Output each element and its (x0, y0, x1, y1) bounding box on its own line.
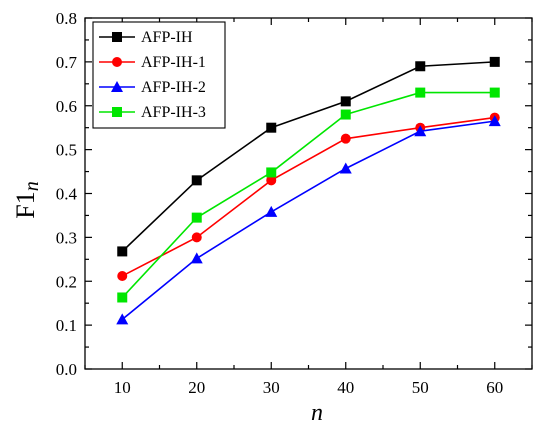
data-point (265, 205, 278, 217)
y-tick-label: 0.2 (56, 272, 77, 291)
legend-item: AFP-IH-1 (99, 54, 206, 71)
series-layer (116, 56, 501, 325)
data-point (191, 232, 202, 243)
data-point (340, 96, 351, 107)
legend-label: AFP-IH-2 (141, 79, 206, 96)
data-point (117, 270, 128, 281)
x-axis: 10 20 30 40 50 60 (84, 18, 533, 397)
legend-label: AFP-IH-3 (141, 104, 206, 121)
y-tick-label: 0.8 (56, 9, 77, 28)
y-tick-label: 0.4 (56, 185, 78, 204)
legend-marker (112, 57, 122, 67)
data-point (116, 313, 129, 325)
data-point (340, 109, 351, 120)
series-line (121, 120, 495, 321)
x-tick-label: 10 (114, 378, 131, 397)
x-tick-label: 40 (337, 378, 354, 397)
data-point (117, 292, 128, 303)
y-tick-label: 0.7 (56, 53, 78, 72)
series-1 (117, 56, 500, 257)
data-point (489, 87, 500, 98)
y-tick-label: 0.5 (56, 141, 77, 160)
legend-marker (111, 81, 123, 92)
legend-marker (112, 107, 122, 117)
series-3 (116, 115, 501, 325)
x-tick-label: 50 (412, 378, 429, 397)
data-point (414, 125, 427, 137)
data-point (415, 61, 426, 72)
y-axis-title-main: F1 (11, 191, 40, 218)
y-tick-label: 0.3 (56, 228, 77, 247)
legend-marker (112, 32, 122, 42)
series-line (121, 91, 495, 299)
legend-label: AFP-IH-1 (141, 54, 206, 71)
legend-item: AFP-IH (99, 29, 193, 46)
series-2 (117, 112, 500, 281)
y-tick-label: 0.0 (56, 360, 77, 379)
data-point (190, 252, 203, 264)
legend: AFP-IH AFP-IH-1 AFP-IH-2 AFP-IH-3 (92, 21, 226, 129)
legend-item: AFP-IH-3 (99, 104, 206, 121)
x-axis-title: n (311, 400, 323, 426)
x-tick-label: 60 (486, 378, 503, 397)
data-point (266, 167, 277, 178)
legend-label: AFP-IH (141, 29, 193, 46)
data-point (191, 175, 202, 186)
x-tick-label: 20 (188, 378, 205, 397)
y-axis: 0.0 0.1 0.2 0.3 0.4 0.5 0.6 0.7 0.8 (56, 9, 532, 379)
y-axis-title-sub: n (21, 181, 43, 191)
data-point (266, 122, 277, 133)
data-point (266, 175, 277, 186)
data-point (488, 115, 501, 127)
series-line (121, 116, 495, 277)
x-tick-label: 30 (263, 378, 280, 397)
data-point (489, 56, 500, 67)
data-point (191, 212, 202, 223)
series-line (121, 61, 495, 252)
legend-item: AFP-IH-2 (99, 79, 206, 96)
data-point (339, 162, 352, 174)
y-axis-title: F1n (11, 181, 43, 218)
series-4 (117, 87, 500, 303)
data-point (415, 87, 426, 98)
data-point (117, 246, 128, 257)
y-tick-label: 0.1 (56, 316, 77, 335)
data-point (340, 133, 351, 144)
y-tick-label: 0.6 (56, 97, 77, 116)
